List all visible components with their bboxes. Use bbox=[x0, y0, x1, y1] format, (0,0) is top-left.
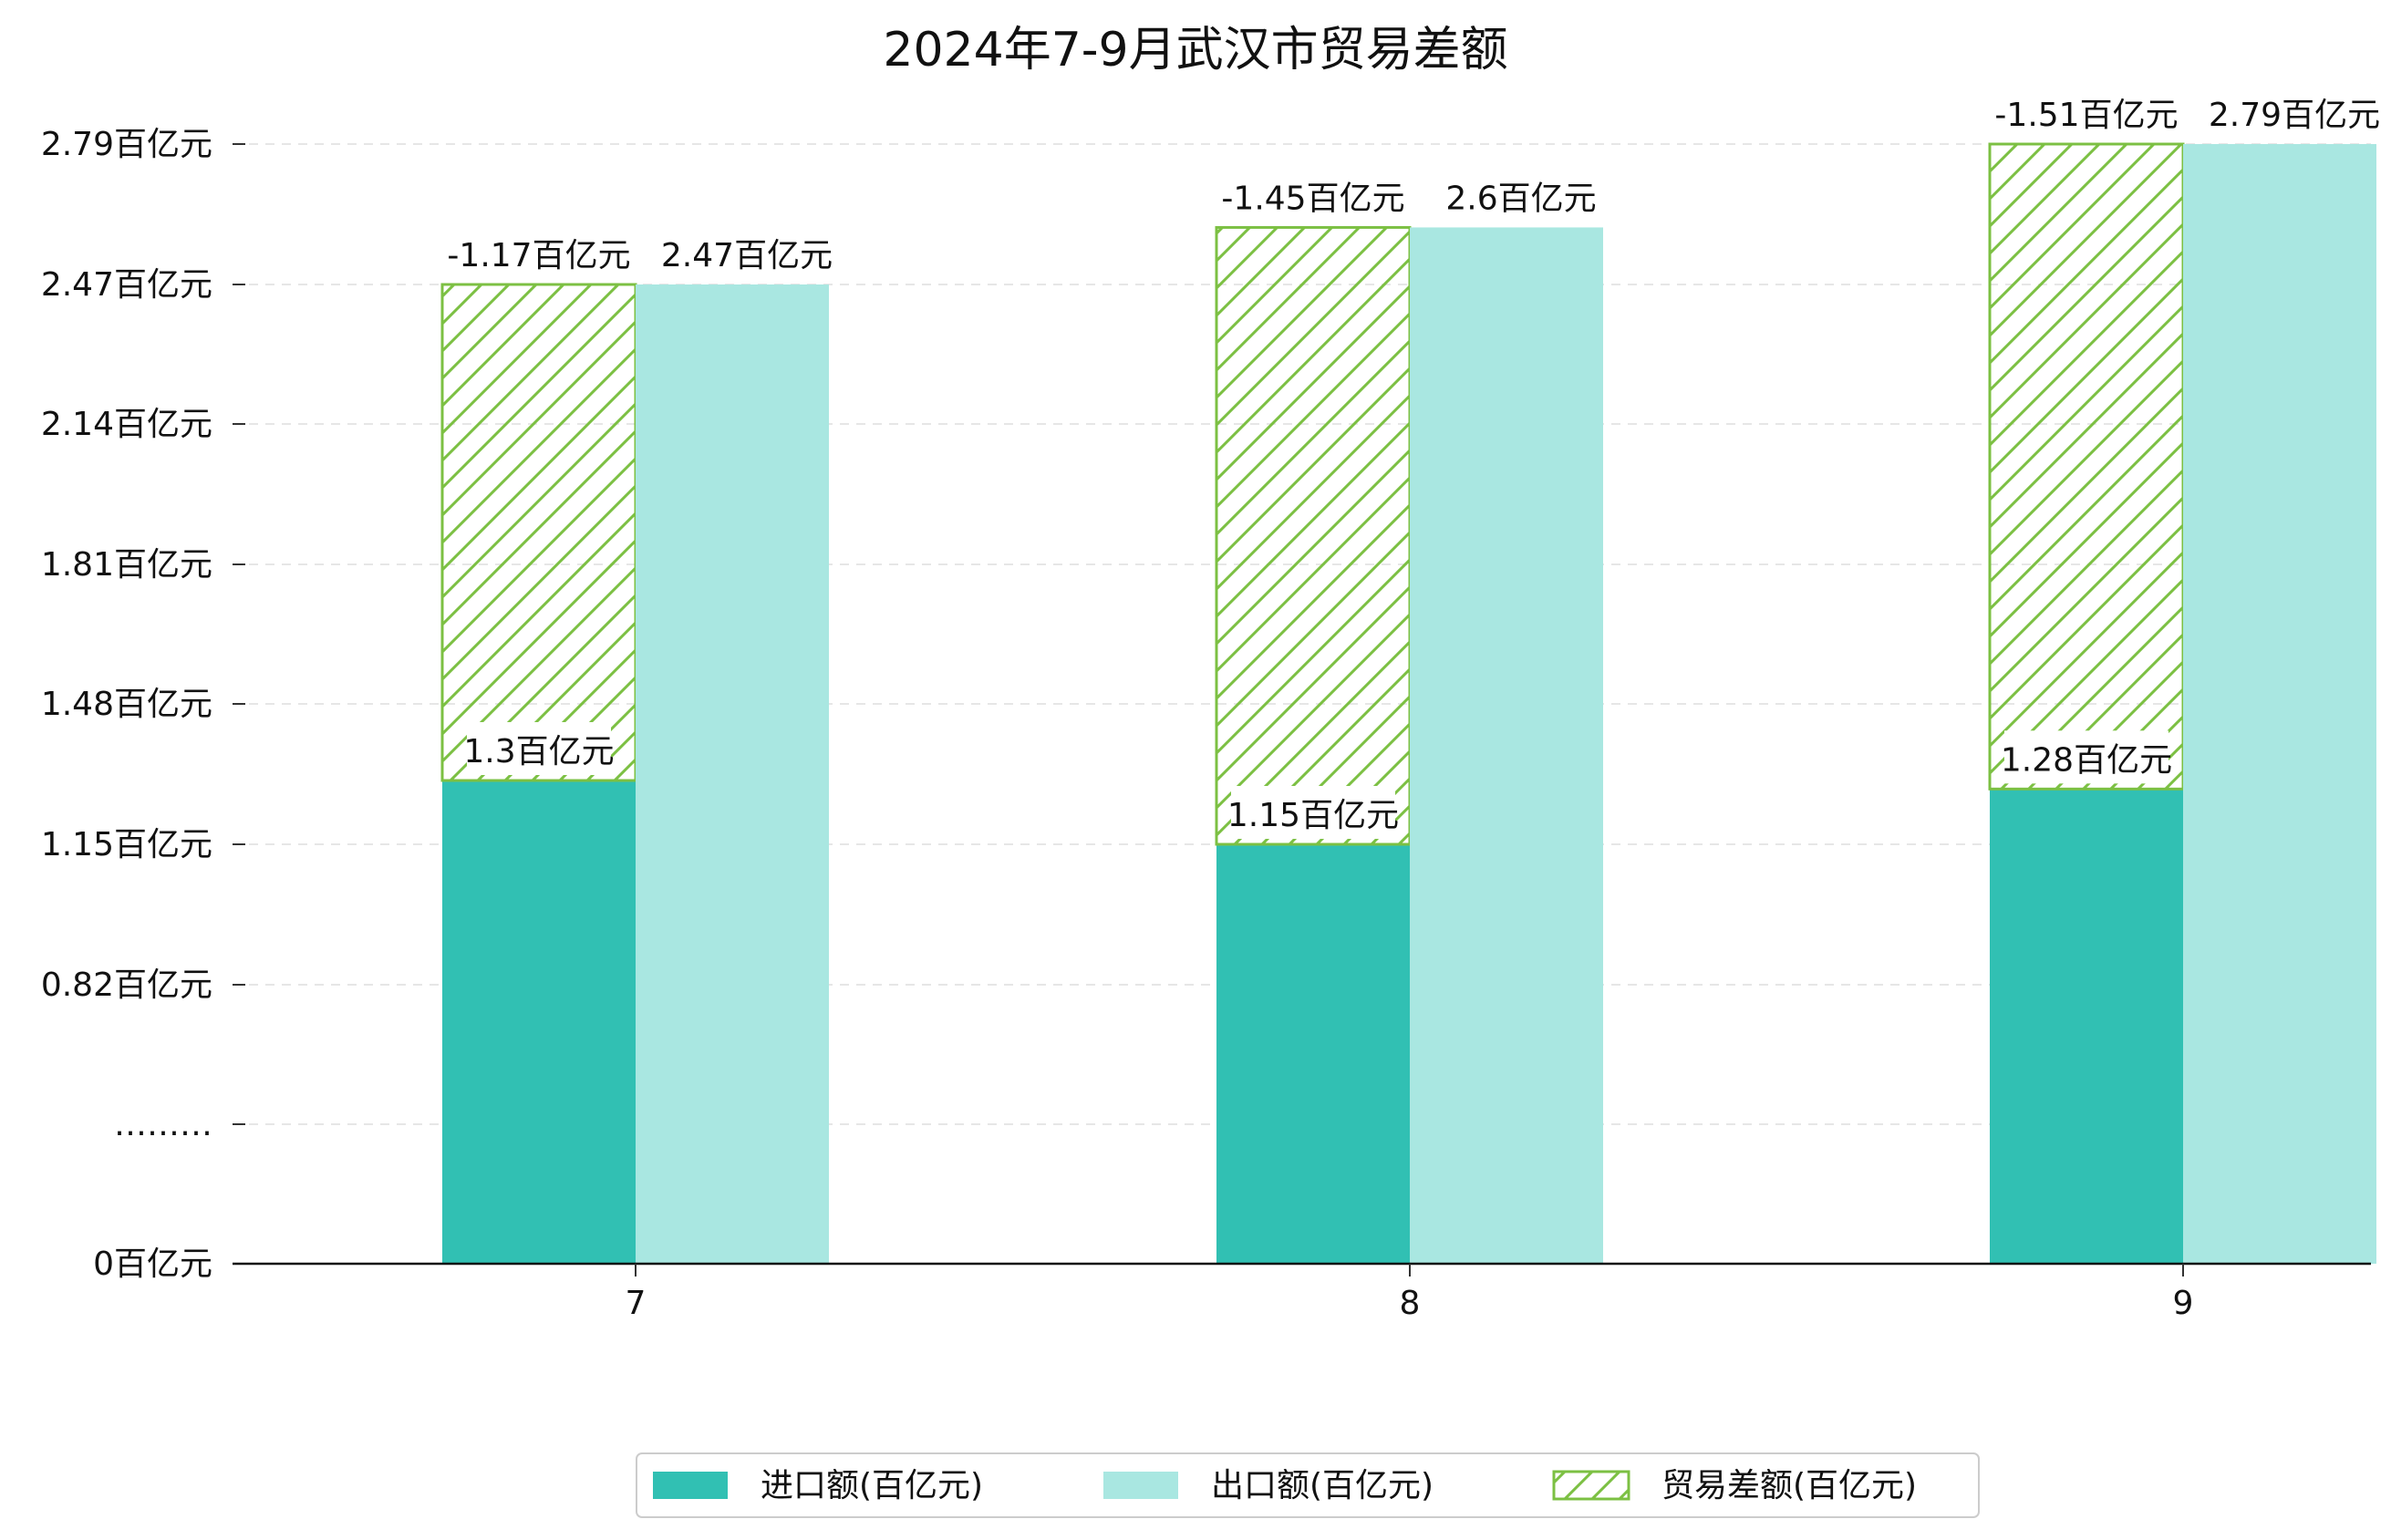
balance-value-label: -1.17百亿元 bbox=[447, 237, 630, 274]
y-tick-label: 1.15百亿元 bbox=[41, 826, 212, 863]
balance-value-label: -1.51百亿元 bbox=[1994, 97, 2178, 134]
import-value-label: 1.28百亿元 bbox=[2001, 741, 2172, 779]
import-value-label: 1.3百亿元 bbox=[463, 733, 614, 770]
import-value-label-box bbox=[1231, 786, 1395, 839]
balance-bar bbox=[1215, 225, 1412, 846]
import-value-label-box bbox=[2004, 730, 2168, 784]
legend: 进口额(百亿元) 出口额(百亿元) 贸易差额(百亿元) bbox=[636, 1452, 1980, 1518]
labels-layer: 1.3百亿元 -1.17百亿元 2.47百亿元 1.15百亿元 -1.45百亿元 2.6百… bbox=[447, 86, 2380, 839]
export-value-label-box bbox=[1449, 169, 1593, 222]
balance-value-label-box bbox=[1994, 86, 2179, 139]
x-tick-label: 8 bbox=[1400, 1285, 1421, 1322]
export-value-label-box bbox=[665, 226, 829, 279]
import-bar bbox=[1990, 789, 2183, 1264]
legend-import-label: 进口额(百亿元) bbox=[761, 1467, 983, 1504]
balance-bar bbox=[1988, 142, 2185, 791]
legend-export-swatch bbox=[1103, 1472, 1178, 1499]
y-tick-label: 1.48百亿元 bbox=[41, 686, 212, 723]
legend-import-swatch bbox=[653, 1472, 728, 1499]
axis-layer: 0百亿元 ……… 0.82百亿元 1.15百亿元 1.48百亿元 1.81百亿元 2.14百… bbox=[41, 126, 2371, 1322]
y-tick-label: 2.14百亿元 bbox=[41, 406, 212, 443]
legend-export-label: 出口额(百亿元) bbox=[1211, 1467, 1434, 1504]
y-tick-label: 2.47百亿元 bbox=[41, 266, 212, 304]
bars-layer bbox=[440, 142, 2376, 1264]
y-tick-label: 0.82百亿元 bbox=[41, 966, 212, 1004]
export-value-label: 2.79百亿元 bbox=[2209, 97, 2380, 134]
balance-bar bbox=[440, 283, 637, 782]
import-value-label: 1.15百亿元 bbox=[1227, 797, 1399, 834]
y-tick-label: 1.81百亿元 bbox=[41, 546, 212, 584]
balance-value-label: -1.45百亿元 bbox=[1221, 180, 1404, 217]
y-tick-label: 0百亿元 bbox=[93, 1245, 212, 1283]
balance-value-label-box bbox=[1221, 169, 1405, 222]
import-value-label-box bbox=[467, 722, 611, 775]
import-bar bbox=[442, 780, 636, 1264]
export-bar bbox=[636, 284, 829, 1264]
legend-balance-label: 贸易差额(百亿元) bbox=[1661, 1467, 1917, 1504]
x-tick-label: 7 bbox=[626, 1285, 647, 1322]
legend-frame bbox=[636, 1452, 1980, 1518]
chart-title: 2024年7-9月武汉市贸易差额 bbox=[883, 23, 1507, 78]
x-tick-label: 9 bbox=[2173, 1285, 2194, 1322]
export-value-label: 2.47百亿元 bbox=[661, 237, 833, 274]
y-tick-label: ……… bbox=[114, 1106, 212, 1143]
export-bar bbox=[2183, 144, 2376, 1264]
y-tick-label: 2.79百亿元 bbox=[41, 126, 212, 163]
balance-value-label-box bbox=[447, 226, 631, 279]
legend-balance-swatch bbox=[1552, 1470, 1630, 1501]
export-value-label-box bbox=[2212, 86, 2376, 139]
export-bar bbox=[1410, 227, 1603, 1264]
export-value-label: 2.6百亿元 bbox=[1445, 180, 1596, 217]
import-bar bbox=[1216, 844, 1410, 1264]
